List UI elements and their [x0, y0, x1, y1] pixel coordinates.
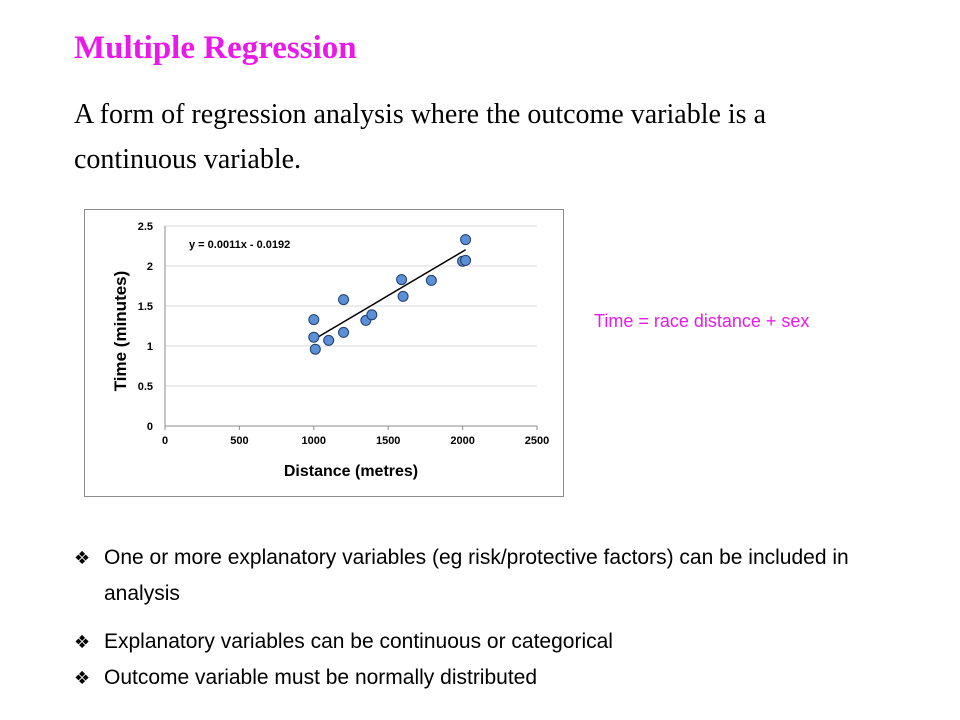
x-tick-label: 2000: [450, 435, 474, 447]
scatter-chart-svg: 0 0.5 1 1.5 2 2.5 0 500 1000 1500 2000 2500 y = 0.0…: [111, 221, 550, 480]
data-point: [396, 274, 408, 286]
model-equation-note: Time = race distance + sex: [594, 311, 810, 331]
slide-title: Multiple Regression: [74, 30, 357, 66]
scatter-chart: 0 0.5 1 1.5 2 2.5 0 500 1000 1500 2000 2500 y = 0.0…: [84, 209, 564, 497]
data-points: [308, 234, 472, 355]
data-point: [366, 309, 378, 321]
axes: [164, 226, 538, 430]
y-tick-label: 0: [147, 421, 153, 433]
x-axis-title: Distance (metres): [284, 463, 418, 480]
data-point: [308, 331, 320, 343]
data-point: [338, 326, 350, 338]
diamond-bullet-icon: ❖: [74, 548, 91, 568]
data-point: [397, 290, 409, 302]
data-point: [425, 274, 437, 286]
bullet-text: One or more explanatory variables (eg ri…: [104, 546, 849, 605]
trendline: [313, 249, 466, 341]
data-point: [338, 294, 350, 306]
x-tick-label: 2500: [525, 435, 549, 447]
tick-labels: 0 0.5 1 1.5 2 2.5 0 500 1000 1500 2000 2500: [138, 221, 550, 447]
gridlines: [165, 225, 537, 387]
data-point: [460, 254, 472, 266]
trendline-layer: [313, 249, 466, 341]
diamond-bullet-icon: ❖: [74, 668, 91, 688]
y-axis-title: Time (minutes): [111, 271, 130, 392]
slide-subtitle: A form of regression analysis where the …: [74, 99, 767, 175]
bullet-list: ❖ One or more explanatory variables (eg …: [74, 540, 894, 696]
diamond-bullet-icon: ❖: [74, 632, 91, 652]
data-point: [308, 314, 320, 326]
bullet-item: ❖ Explanatory variables can be continuou…: [74, 624, 894, 660]
x-tick-label: 0: [162, 435, 168, 447]
y-tick-label: 2.5: [138, 221, 153, 233]
x-tick-label: 500: [230, 435, 248, 447]
trendline-equation: y = 0.0011x - 0.0192: [189, 239, 290, 251]
data-point: [309, 343, 321, 355]
bullet-item: ❖ One or more explanatory variables (eg …: [74, 540, 894, 612]
y-tick-label: 1: [147, 341, 153, 353]
bullet-item: ❖ Outcome variable must be normally dist…: [74, 660, 894, 696]
x-tick-label: 1000: [302, 435, 326, 447]
data-point: [460, 234, 472, 246]
y-tick-label: 1.5: [138, 301, 153, 313]
y-tick-label: 2: [147, 261, 153, 273]
bullet-text: Explanatory variables can be continuous …: [104, 630, 613, 653]
bullet-text: Outcome variable must be normally distri…: [104, 666, 538, 689]
data-point: [323, 334, 335, 346]
x-tick-label: 1500: [376, 435, 400, 447]
y-tick-label: 0.5: [138, 381, 153, 393]
